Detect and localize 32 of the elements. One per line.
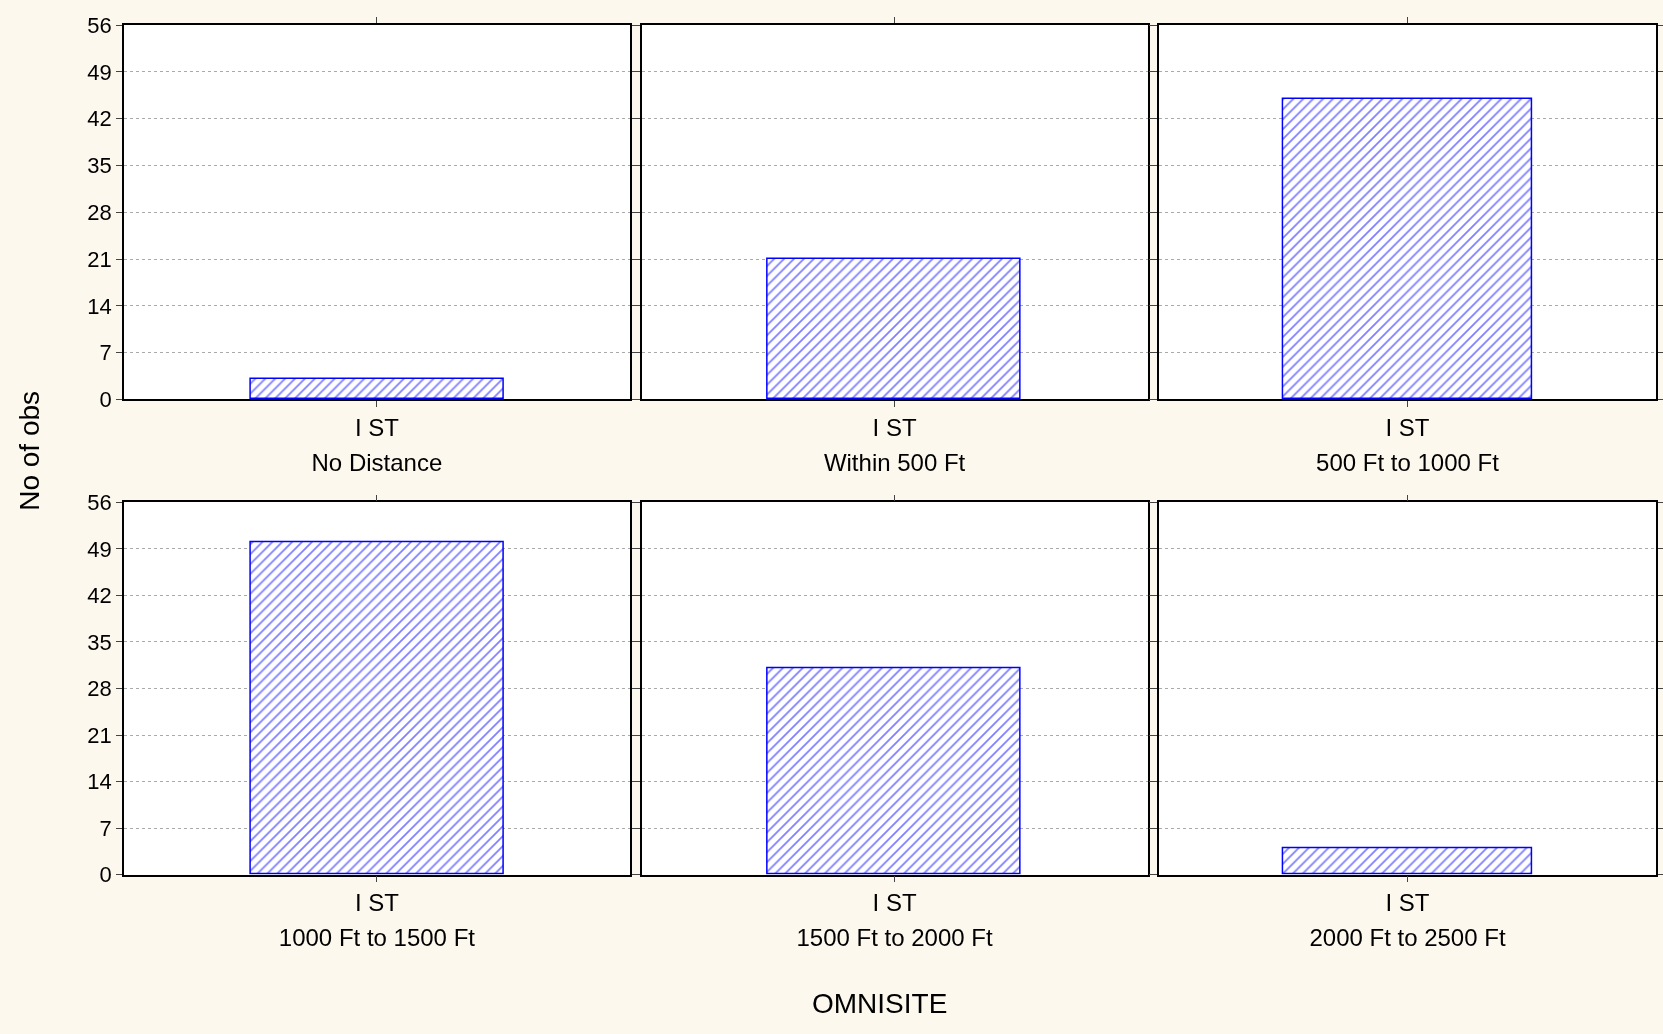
x-tick-label: I ST (1385, 889, 1430, 917)
x-axis-title: Within 500 Ft (823, 448, 966, 476)
y-tick-label: 28 (87, 676, 112, 702)
text: OMNISITE (812, 988, 948, 1019)
y-tick-label: 49 (87, 536, 112, 562)
x-tick-label: I ST (872, 889, 917, 917)
y-tick-label: 56 (87, 12, 112, 38)
y-tick-label: 35 (87, 629, 112, 655)
x-tick-label: I ST (354, 889, 400, 917)
y-tick-label: 35 (87, 153, 112, 179)
y-tick-label: 0 (99, 862, 112, 888)
y-tick-label: 0 (99, 387, 112, 413)
y-tick-label: 28 (87, 199, 112, 225)
x-axis-title: 1000 Ft to 1500 Ft (278, 924, 476, 952)
y-tick-label: 49 (87, 59, 112, 85)
x-axis-title: 2000 Ft to 2500 Ft (1309, 924, 1506, 952)
y-tick-label: 42 (87, 106, 112, 132)
x-tick-label: I ST (872, 414, 917, 442)
y-axis-title: No of obs (13, 390, 45, 511)
x-axis-title: 500 Ft to 1000 Ft (1316, 448, 1500, 476)
y-tick-label: 21 (87, 246, 112, 272)
x-tick-label: I ST (354, 414, 400, 442)
x-axis-title: 1500 Ft to 2000 Ft (796, 924, 993, 952)
y-tick-label: 14 (87, 769, 112, 795)
y-tick-label: 42 (87, 583, 112, 609)
y-tick-label: 21 (87, 722, 112, 748)
y-tick-label: 14 (87, 293, 112, 319)
y-tick-label: 7 (99, 815, 112, 841)
y-tick-label: 7 (99, 340, 112, 366)
x-tick-label: I ST (1385, 414, 1430, 442)
x-axis-title: No Distance (311, 448, 443, 476)
y-tick-label: 56 (87, 490, 112, 516)
